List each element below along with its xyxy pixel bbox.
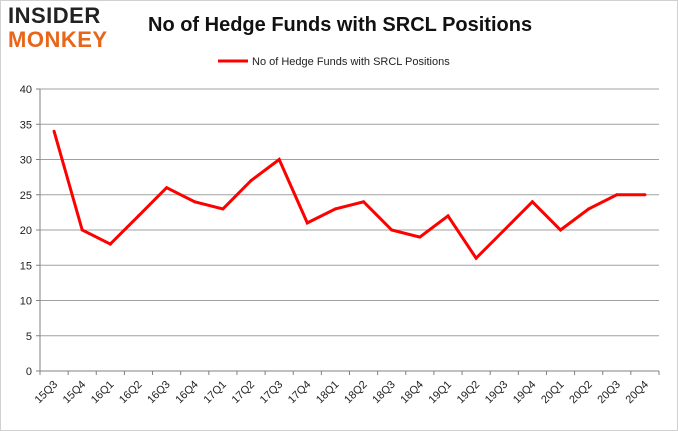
- data-point: [446, 214, 450, 218]
- x-axis-ticks: 15Q3 15Q4 16Q1 16Q2 16Q3 16Q4 17Q1 17Q2 17Q3 17Q4…: [33, 371, 660, 407]
- data-point: [530, 200, 534, 204]
- x-tick-label: 19Q1: [427, 379, 455, 407]
- data-point: [615, 193, 619, 197]
- x-tick-label: 17Q1: [201, 379, 229, 407]
- x-tick-label: 18Q1: [314, 379, 342, 407]
- data-point: [587, 207, 591, 211]
- logo-line-2: MONKEY: [8, 27, 108, 52]
- data-point: [193, 200, 197, 204]
- y-tick-label: 15: [20, 260, 32, 272]
- y-tick-label: 20: [20, 225, 32, 237]
- data-point: [221, 207, 225, 211]
- x-tick-label: 20Q4: [624, 379, 652, 407]
- data-point: [52, 129, 56, 133]
- y-tick-label: 35: [20, 119, 32, 131]
- y-tick-label: 5: [26, 331, 32, 343]
- logo-line-1: INSIDER: [8, 3, 101, 28]
- data-point: [165, 186, 169, 190]
- y-tick-label: 25: [20, 190, 32, 202]
- x-tick-label: 18Q4: [398, 379, 426, 407]
- insider-monkey-logo: INSIDER MONKEY: [8, 4, 128, 56]
- x-tick-label: 20Q2: [567, 379, 595, 407]
- data-point: [333, 207, 337, 211]
- x-tick-label: 20Q3: [595, 379, 623, 407]
- legend-label: No of Hedge Funds with SRCL Positions: [252, 56, 450, 68]
- y-axis-ticks: 0 5 10 15 20 25 30 35 40: [20, 84, 40, 378]
- x-tick-label: 17Q4: [286, 379, 314, 407]
- data-point: [502, 228, 506, 232]
- data-point: [418, 235, 422, 239]
- data-point: [249, 179, 253, 183]
- x-tick-label: 17Q3: [258, 379, 286, 407]
- data-point: [390, 228, 394, 232]
- series: [52, 129, 647, 261]
- x-tick-label: 16Q3: [145, 379, 173, 407]
- series-line: [52, 130, 645, 261]
- x-tick-label: 18Q3: [370, 379, 398, 407]
- data-point: [136, 214, 140, 218]
- x-tick-label: 15Q4: [61, 379, 89, 407]
- data-point: [305, 221, 309, 225]
- x-tick-label: 16Q4: [173, 379, 201, 407]
- y-tick-label: 30: [20, 155, 32, 167]
- x-tick-label: 19Q4: [511, 379, 539, 407]
- x-tick-label: 16Q2: [117, 379, 145, 407]
- data-point: [108, 242, 112, 246]
- x-tick-label: 18Q2: [342, 379, 370, 407]
- y-tick-label: 0: [26, 366, 32, 378]
- x-tick-label: 17Q2: [230, 379, 258, 407]
- y-tick-label: 40: [20, 84, 32, 96]
- x-tick-label: 20Q1: [539, 379, 567, 407]
- data-point: [277, 158, 281, 161]
- legend: No of Hedge Funds with SRCL Positions: [218, 56, 450, 68]
- data-point: [643, 193, 647, 197]
- data-point: [559, 228, 563, 232]
- data-point: [474, 256, 478, 260]
- gridlines: [40, 88, 659, 337]
- x-tick-label: 15Q3: [33, 379, 61, 407]
- x-tick-label: 19Q2: [455, 379, 483, 407]
- chart-title: No of Hedge Funds with SRCL Positions: [148, 14, 533, 36]
- y-tick-label: 10: [20, 296, 32, 308]
- x-tick-label: 19Q3: [483, 379, 511, 407]
- data-point: [362, 200, 366, 204]
- x-tick-label: 16Q1: [89, 379, 117, 407]
- data-point: [80, 228, 84, 232]
